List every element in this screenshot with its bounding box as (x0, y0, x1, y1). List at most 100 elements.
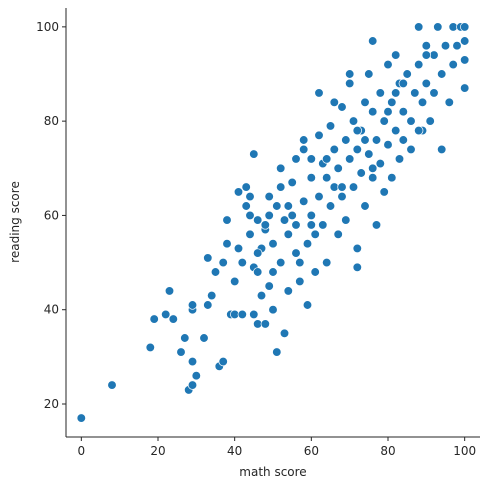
data-point (222, 239, 232, 249)
data-point (233, 243, 244, 254)
data-point (260, 220, 270, 230)
data-point (345, 69, 355, 79)
data-point (375, 158, 385, 169)
data-point (371, 135, 382, 145)
data-point (291, 154, 301, 164)
data-point (360, 97, 370, 107)
data-point (383, 59, 393, 70)
y-tick-label: 80 (44, 114, 59, 128)
data-point (199, 333, 209, 343)
data-point (398, 135, 408, 145)
data-point (421, 41, 431, 51)
data-point (245, 229, 255, 239)
y-tick-label: 20 (44, 397, 59, 411)
data-point (306, 173, 316, 183)
data-point (314, 88, 324, 98)
data-point (414, 22, 424, 32)
data-point (218, 356, 228, 367)
data-point (329, 97, 339, 107)
data-point (264, 191, 274, 202)
data-point (360, 201, 370, 211)
data-point (460, 22, 470, 32)
data-point (187, 356, 198, 367)
data-point (302, 239, 313, 249)
ticks-layer: 0 20 40 60 80 100 20 40 60 80 100 (36, 20, 476, 458)
x-tick-label: 40 (227, 444, 242, 458)
y-tick-label: 60 (44, 208, 59, 222)
data-point (352, 243, 362, 254)
data-point (414, 125, 424, 136)
data-point (368, 107, 378, 117)
data-point (210, 267, 221, 277)
data-point (325, 121, 336, 131)
data-point (279, 328, 290, 338)
data-point (310, 229, 320, 239)
data-point (348, 182, 359, 192)
data-point (237, 309, 247, 320)
data-point (187, 300, 198, 310)
data-point (203, 253, 213, 263)
data-point (440, 41, 451, 51)
data-point (268, 305, 278, 315)
data-point (107, 380, 117, 390)
data-point (291, 248, 301, 258)
data-point (310, 267, 320, 277)
data-point (394, 154, 405, 164)
data-point (187, 380, 198, 390)
data-point (437, 144, 447, 155)
data-point (272, 201, 282, 211)
points-layer (76, 22, 470, 423)
y-axis-label: reading score (8, 181, 22, 263)
data-point (375, 88, 385, 98)
data-point (368, 173, 378, 183)
data-point (268, 267, 278, 277)
data-point (444, 97, 454, 107)
data-point (314, 191, 324, 202)
data-point (364, 69, 374, 79)
data-point (318, 220, 328, 230)
data-point (387, 173, 397, 183)
data-point (398, 78, 408, 89)
data-point (149, 314, 159, 324)
data-point (249, 149, 259, 159)
data-point (295, 257, 305, 268)
data-point (379, 116, 389, 126)
data-point (414, 59, 424, 70)
data-point (391, 125, 401, 136)
data-point (360, 135, 370, 145)
data-point (241, 201, 251, 211)
data-point (264, 281, 274, 291)
data-point (253, 267, 263, 277)
data-point (391, 50, 401, 60)
data-point (245, 191, 255, 202)
data-point (276, 182, 286, 192)
data-point (272, 347, 282, 357)
data-point (314, 130, 324, 140)
data-point (345, 78, 355, 89)
data-point (406, 144, 416, 155)
data-point (260, 319, 270, 329)
data-point (295, 276, 305, 287)
data-point (253, 248, 263, 258)
data-point (237, 257, 247, 268)
x-tick-label: 80 (380, 444, 395, 458)
data-point (253, 215, 263, 225)
data-point (329, 182, 339, 192)
data-point (233, 187, 244, 197)
data-point (287, 210, 297, 221)
data-point (425, 116, 435, 126)
data-point (302, 300, 313, 310)
x-tick-label: 0 (78, 444, 86, 458)
data-point (329, 144, 339, 155)
data-point (348, 116, 359, 126)
data-point (460, 36, 470, 46)
data-point (264, 210, 274, 221)
data-point (429, 50, 439, 60)
data-point (402, 69, 412, 79)
data-point (76, 413, 86, 423)
data-point (299, 144, 309, 155)
data-point (383, 140, 393, 150)
data-point (387, 97, 397, 107)
data-point (433, 22, 443, 32)
data-point (333, 163, 343, 173)
